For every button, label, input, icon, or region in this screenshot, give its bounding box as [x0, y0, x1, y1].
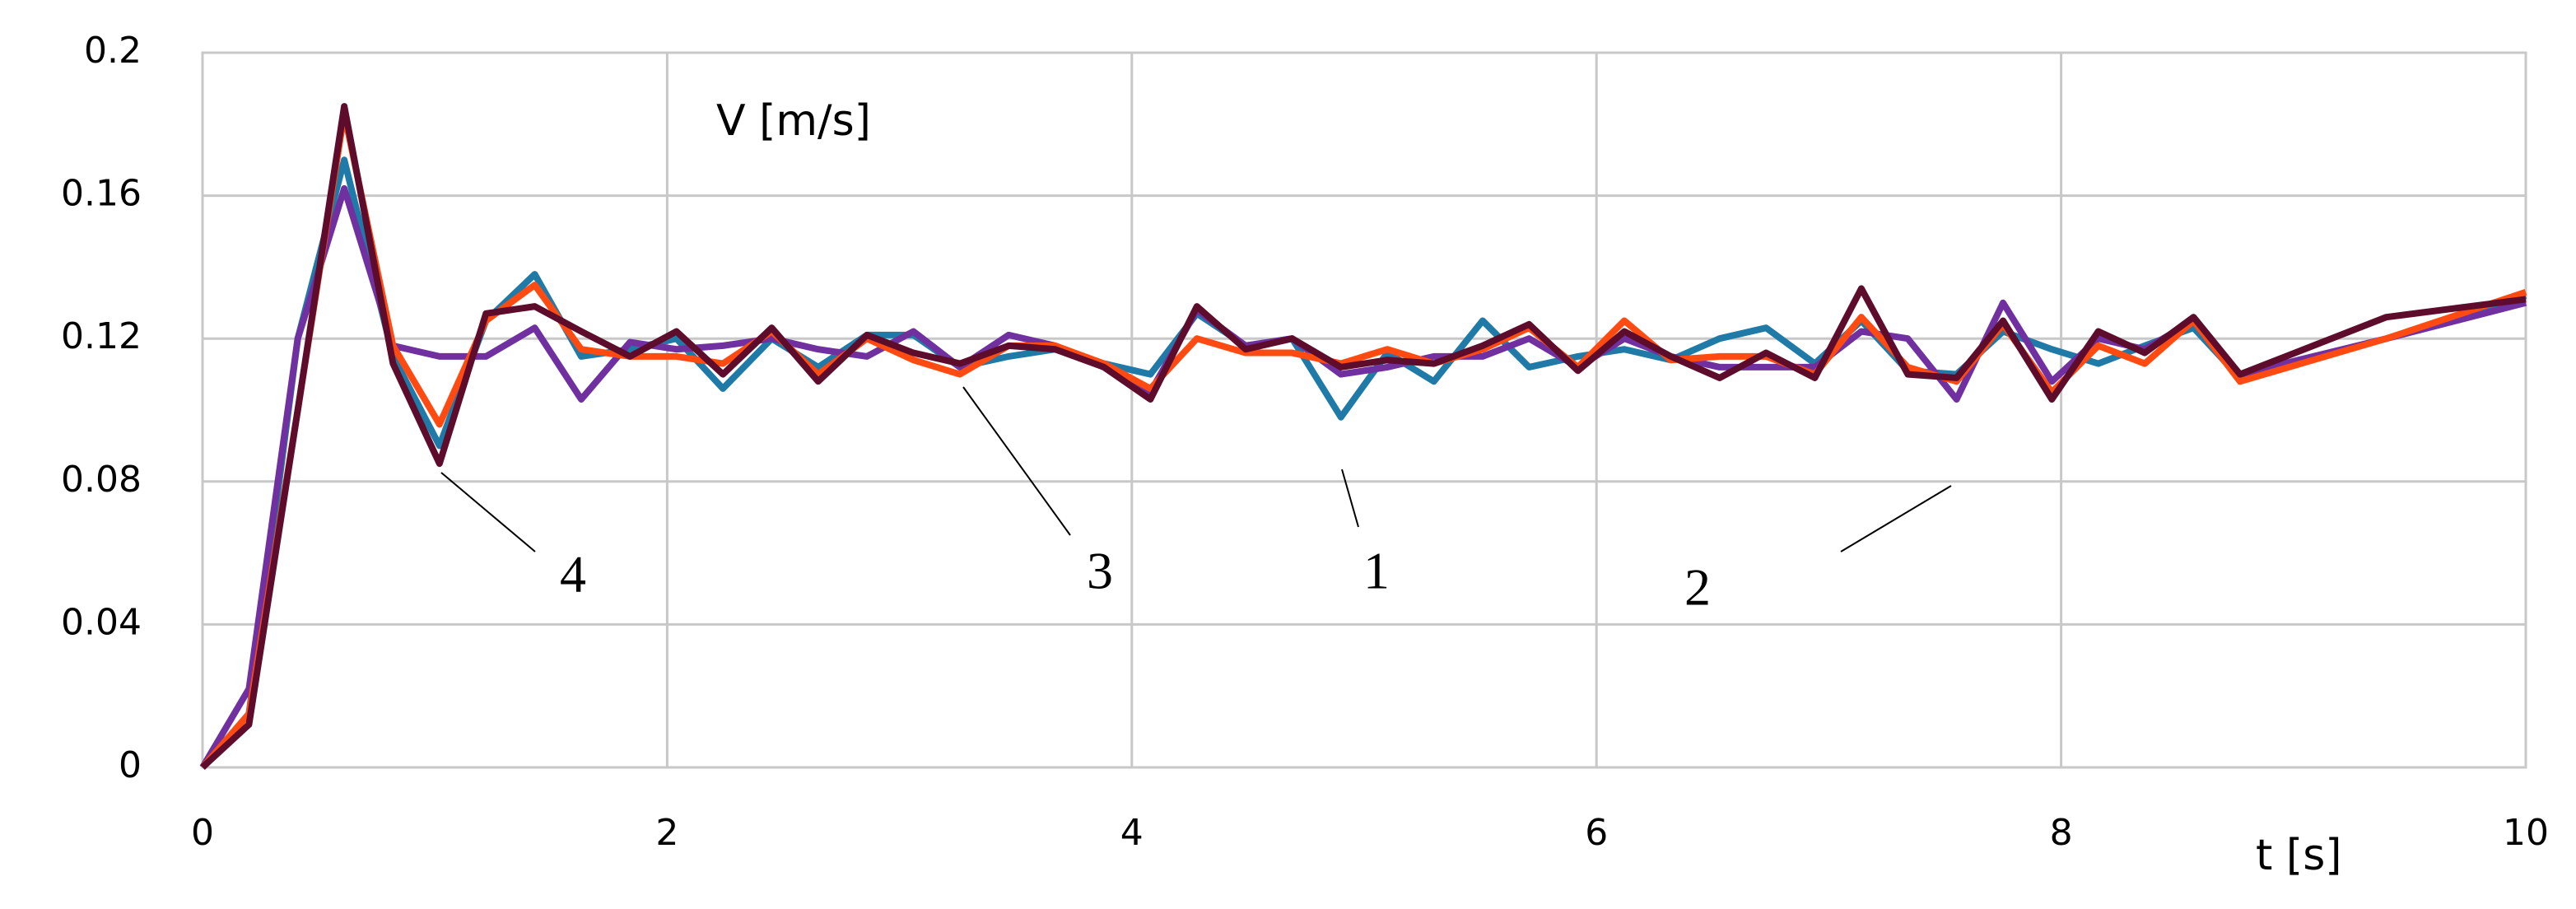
y-tick-label: 0.16: [61, 173, 142, 215]
series-line: [199, 156, 2527, 770]
y-tick-label: 0.2: [84, 30, 142, 72]
leader-line: [1341, 468, 1359, 528]
x-tick-label: 0: [191, 812, 214, 854]
series-line: [200, 103, 2527, 770]
x-tick-label: 8: [2050, 812, 2073, 854]
series-label: 2: [1684, 558, 1711, 617]
leader-line: [962, 386, 1071, 536]
plot-border: [201, 51, 2527, 769]
y-tick-label: 0: [119, 744, 142, 786]
x-tick-label: 4: [1120, 812, 1144, 854]
series-label: 3: [1087, 542, 1113, 600]
x-tick-label: 10: [2503, 812, 2549, 854]
y-axis-label: V [m/s]: [716, 96, 871, 146]
series-line: [199, 110, 2527, 770]
series-label: 1: [1363, 542, 1390, 600]
x-axis-label: t [s]: [2256, 831, 2342, 880]
y-tick-label: 0.12: [61, 315, 142, 357]
series-line: [199, 184, 2527, 770]
y-tick-label: 0.04: [61, 601, 142, 643]
leader-line: [1840, 485, 1952, 552]
x-tick-label: 6: [1585, 812, 1608, 854]
y-tick-label: 0.08: [61, 459, 142, 501]
leader-line: [440, 472, 536, 552]
series-label: 4: [560, 545, 586, 604]
x-tick-label: 2: [655, 812, 678, 854]
